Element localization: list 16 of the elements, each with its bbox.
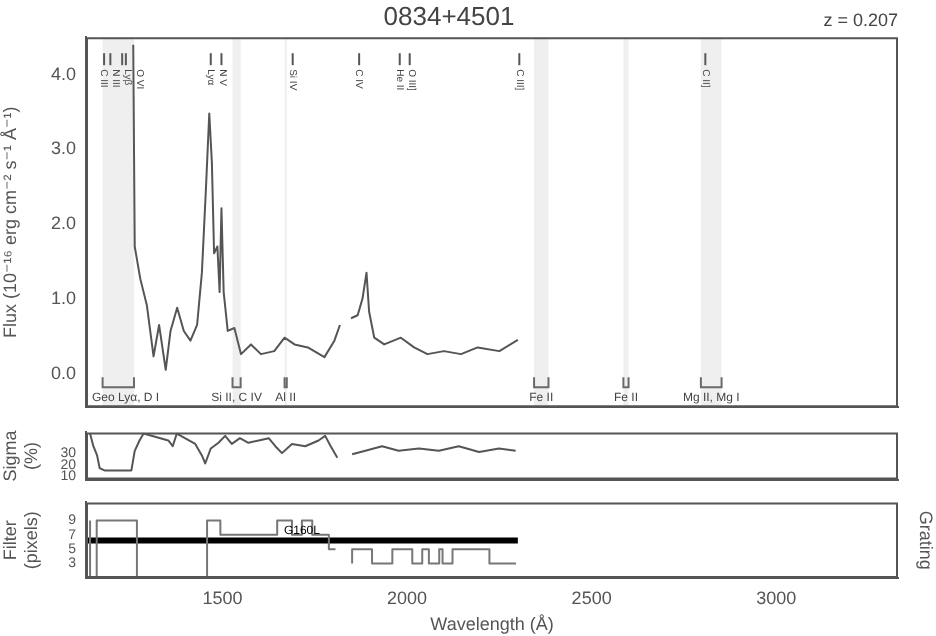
y-axis-title: Filter (pixels): [0, 511, 42, 570]
text: z = 0.207: [823, 10, 898, 31]
x-tick-label: 2500: [571, 587, 612, 608]
y2-axis-title: Grating: [916, 510, 936, 570]
y-tick-label: 2.0: [50, 213, 76, 234]
x-tick-label: 3000: [756, 587, 797, 608]
x-axis-title: Wavelength (Å): [430, 614, 554, 635]
x-tick-label: 1500: [202, 587, 243, 608]
y-tick-label: 0.0: [50, 362, 76, 383]
y-axis-title: Flux (10⁻¹⁶ erg cm⁻² s⁻¹ Å⁻¹): [0, 106, 20, 338]
y-tick-label: 4.0: [50, 63, 76, 84]
x-tick-label: 2000: [387, 587, 428, 608]
y-axis-title: Sigma (%): [0, 430, 42, 482]
y-tick-label: 3.0: [50, 138, 76, 159]
chart-title: 0834+4501: [383, 0, 515, 31]
y-tick-label: 1.0: [50, 287, 76, 308]
